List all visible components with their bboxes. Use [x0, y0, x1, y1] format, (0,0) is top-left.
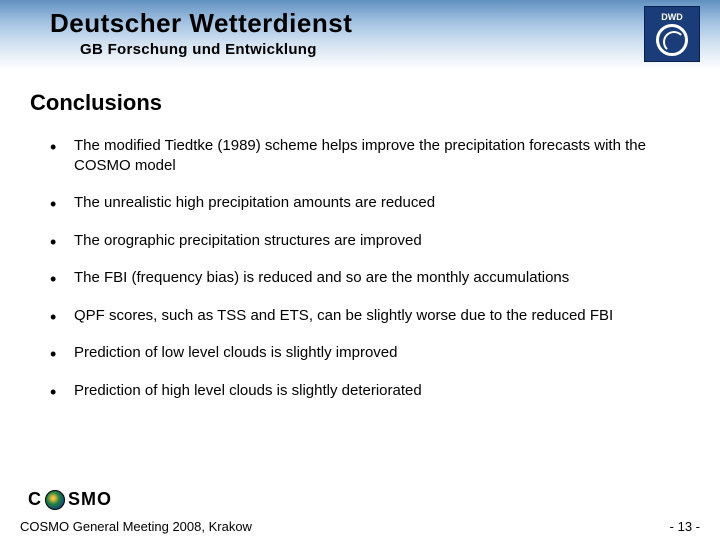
- cosmo-logo-c: C: [28, 489, 42, 510]
- bullet-item: QPF scores, such as TSS and ETS, can be …: [50, 306, 690, 326]
- slide-content: Conclusions The modified Tiedtke (1989) …: [0, 70, 720, 428]
- slide-header: Deutscher Wetterdienst GB Forschung und …: [0, 0, 720, 70]
- dwd-logo-label: DWD: [661, 12, 683, 22]
- cosmo-logo-smo: SMO: [68, 489, 112, 510]
- slide-footer: C SMO COSMO General Meeting 2008, Krakow…: [0, 480, 720, 540]
- bullet-item: The FBI (frequency bias) is reduced and …: [50, 268, 690, 288]
- cosmo-logo: C SMO: [28, 489, 112, 510]
- page-number: - 13 -: [670, 519, 700, 534]
- dwd-logo: DWD: [644, 6, 700, 62]
- bullet-item: Prediction of low level clouds is slight…: [50, 343, 690, 363]
- dwd-swirl-icon: [656, 24, 688, 56]
- org-subtitle: GB Forschung und Entwicklung: [80, 41, 720, 58]
- globe-icon: [45, 490, 65, 510]
- footer-meeting: COSMO General Meeting 2008, Krakow: [20, 519, 252, 534]
- bullet-item: Prediction of high level clouds is sligh…: [50, 381, 690, 401]
- bullet-item: The unrealistic high precipitation amoun…: [50, 193, 690, 213]
- bullet-item: The modified Tiedtke (1989) scheme helps…: [50, 136, 690, 175]
- slide-title: Conclusions: [30, 90, 690, 116]
- bullet-item: The orographic precipitation structures …: [50, 231, 690, 251]
- org-title: Deutscher Wetterdienst: [50, 8, 720, 39]
- bullet-list: The modified Tiedtke (1989) scheme helps…: [30, 136, 690, 400]
